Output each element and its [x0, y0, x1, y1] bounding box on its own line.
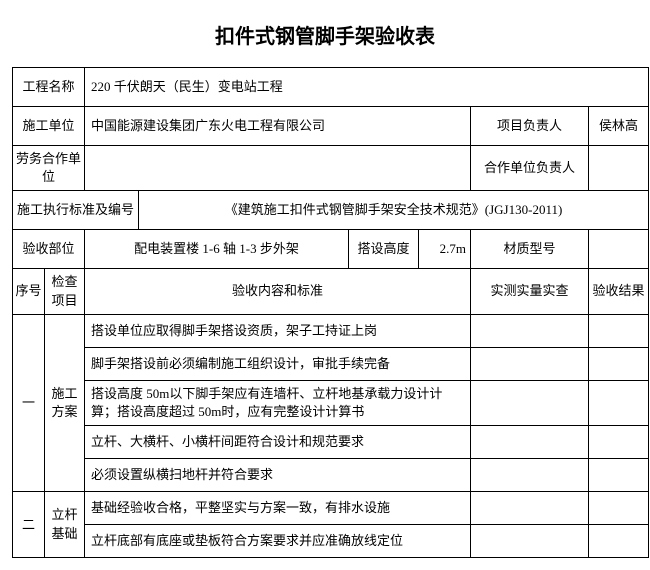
- result-1-2: [589, 347, 649, 380]
- label-project-name: 工程名称: [13, 68, 85, 107]
- item-2: 立杆基础: [45, 492, 85, 558]
- measure-1-3: [471, 380, 589, 425]
- result-1-4: [589, 426, 649, 459]
- col-content: 验收内容和标准: [85, 269, 471, 314]
- measure-1-2: [471, 347, 589, 380]
- value-project-leader: 侯林高: [589, 107, 649, 146]
- content-1-2: 脚手架搭设前必须编制施工组织设计，审批手续完备: [85, 347, 471, 380]
- measure-2-1: [471, 492, 589, 525]
- measure-1-1: [471, 314, 589, 347]
- label-labor-unit: 劳务合作单位: [13, 146, 85, 191]
- seq-2: 二: [13, 492, 45, 558]
- result-1-3: [589, 380, 649, 425]
- label-project-leader: 项目负责人: [471, 107, 589, 146]
- value-accept-part: 配电装置楼 1-6 轴 1-3 步外架: [85, 230, 349, 269]
- label-construction-unit: 施工单位: [13, 107, 85, 146]
- label-accept-part: 验收部位: [13, 230, 85, 269]
- content-1-1: 搭设单位应取得脚手架搭设资质，架子工持证上岗: [85, 314, 471, 347]
- value-coop-leader: [589, 146, 649, 191]
- item-1: 施工方案: [45, 314, 85, 491]
- content-1-4: 立杆、大横杆、小横杆间距符合设计和规范要求: [85, 426, 471, 459]
- col-item: 检查项目: [45, 269, 85, 314]
- value-labor-unit: [85, 146, 471, 191]
- content-2-1: 基础经验收合格，平整坚实与方案一致，有排水设施: [85, 492, 471, 525]
- seq-1: 一: [13, 314, 45, 491]
- value-construction-unit: 中国能源建设集团广东火电工程有限公司: [85, 107, 471, 146]
- value-height: 2.7m: [419, 230, 471, 269]
- value-standard: 《建筑施工扣件式钢管脚手架安全技术规范》(JGJ130-2011): [139, 191, 649, 230]
- label-material: 材质型号: [471, 230, 589, 269]
- measure-1-4: [471, 426, 589, 459]
- value-project-name: 220 千伏朗天（民生）变电站工程: [85, 68, 649, 107]
- result-2-2: [589, 525, 649, 558]
- col-measure: 实测实量实查: [471, 269, 589, 314]
- value-material: [589, 230, 649, 269]
- measure-1-5: [471, 459, 589, 492]
- page-title: 扣件式钢管脚手架验收表: [12, 20, 638, 49]
- label-standard: 施工执行标准及编号: [13, 191, 139, 230]
- content-1-5: 必须设置纵横扫地杆并符合要求: [85, 459, 471, 492]
- label-height: 搭设高度: [349, 230, 419, 269]
- label-coop-leader: 合作单位负责人: [471, 146, 589, 191]
- content-1-3: 搭设高度 50m以下脚手架应有连墙杆、立杆地基承载力设计计算；搭设高度超过 50…: [85, 380, 471, 425]
- col-seq: 序号: [13, 269, 45, 314]
- result-1-1: [589, 314, 649, 347]
- result-1-5: [589, 459, 649, 492]
- content-2-2: 立杆底部有底座或垫板符合方案要求并应准确放线定位: [85, 525, 471, 558]
- measure-2-2: [471, 525, 589, 558]
- col-result: 验收结果: [589, 269, 649, 314]
- acceptance-table: 工程名称 220 千伏朗天（民生）变电站工程 施工单位 中国能源建设集团广东火电…: [12, 67, 649, 558]
- result-2-1: [589, 492, 649, 525]
